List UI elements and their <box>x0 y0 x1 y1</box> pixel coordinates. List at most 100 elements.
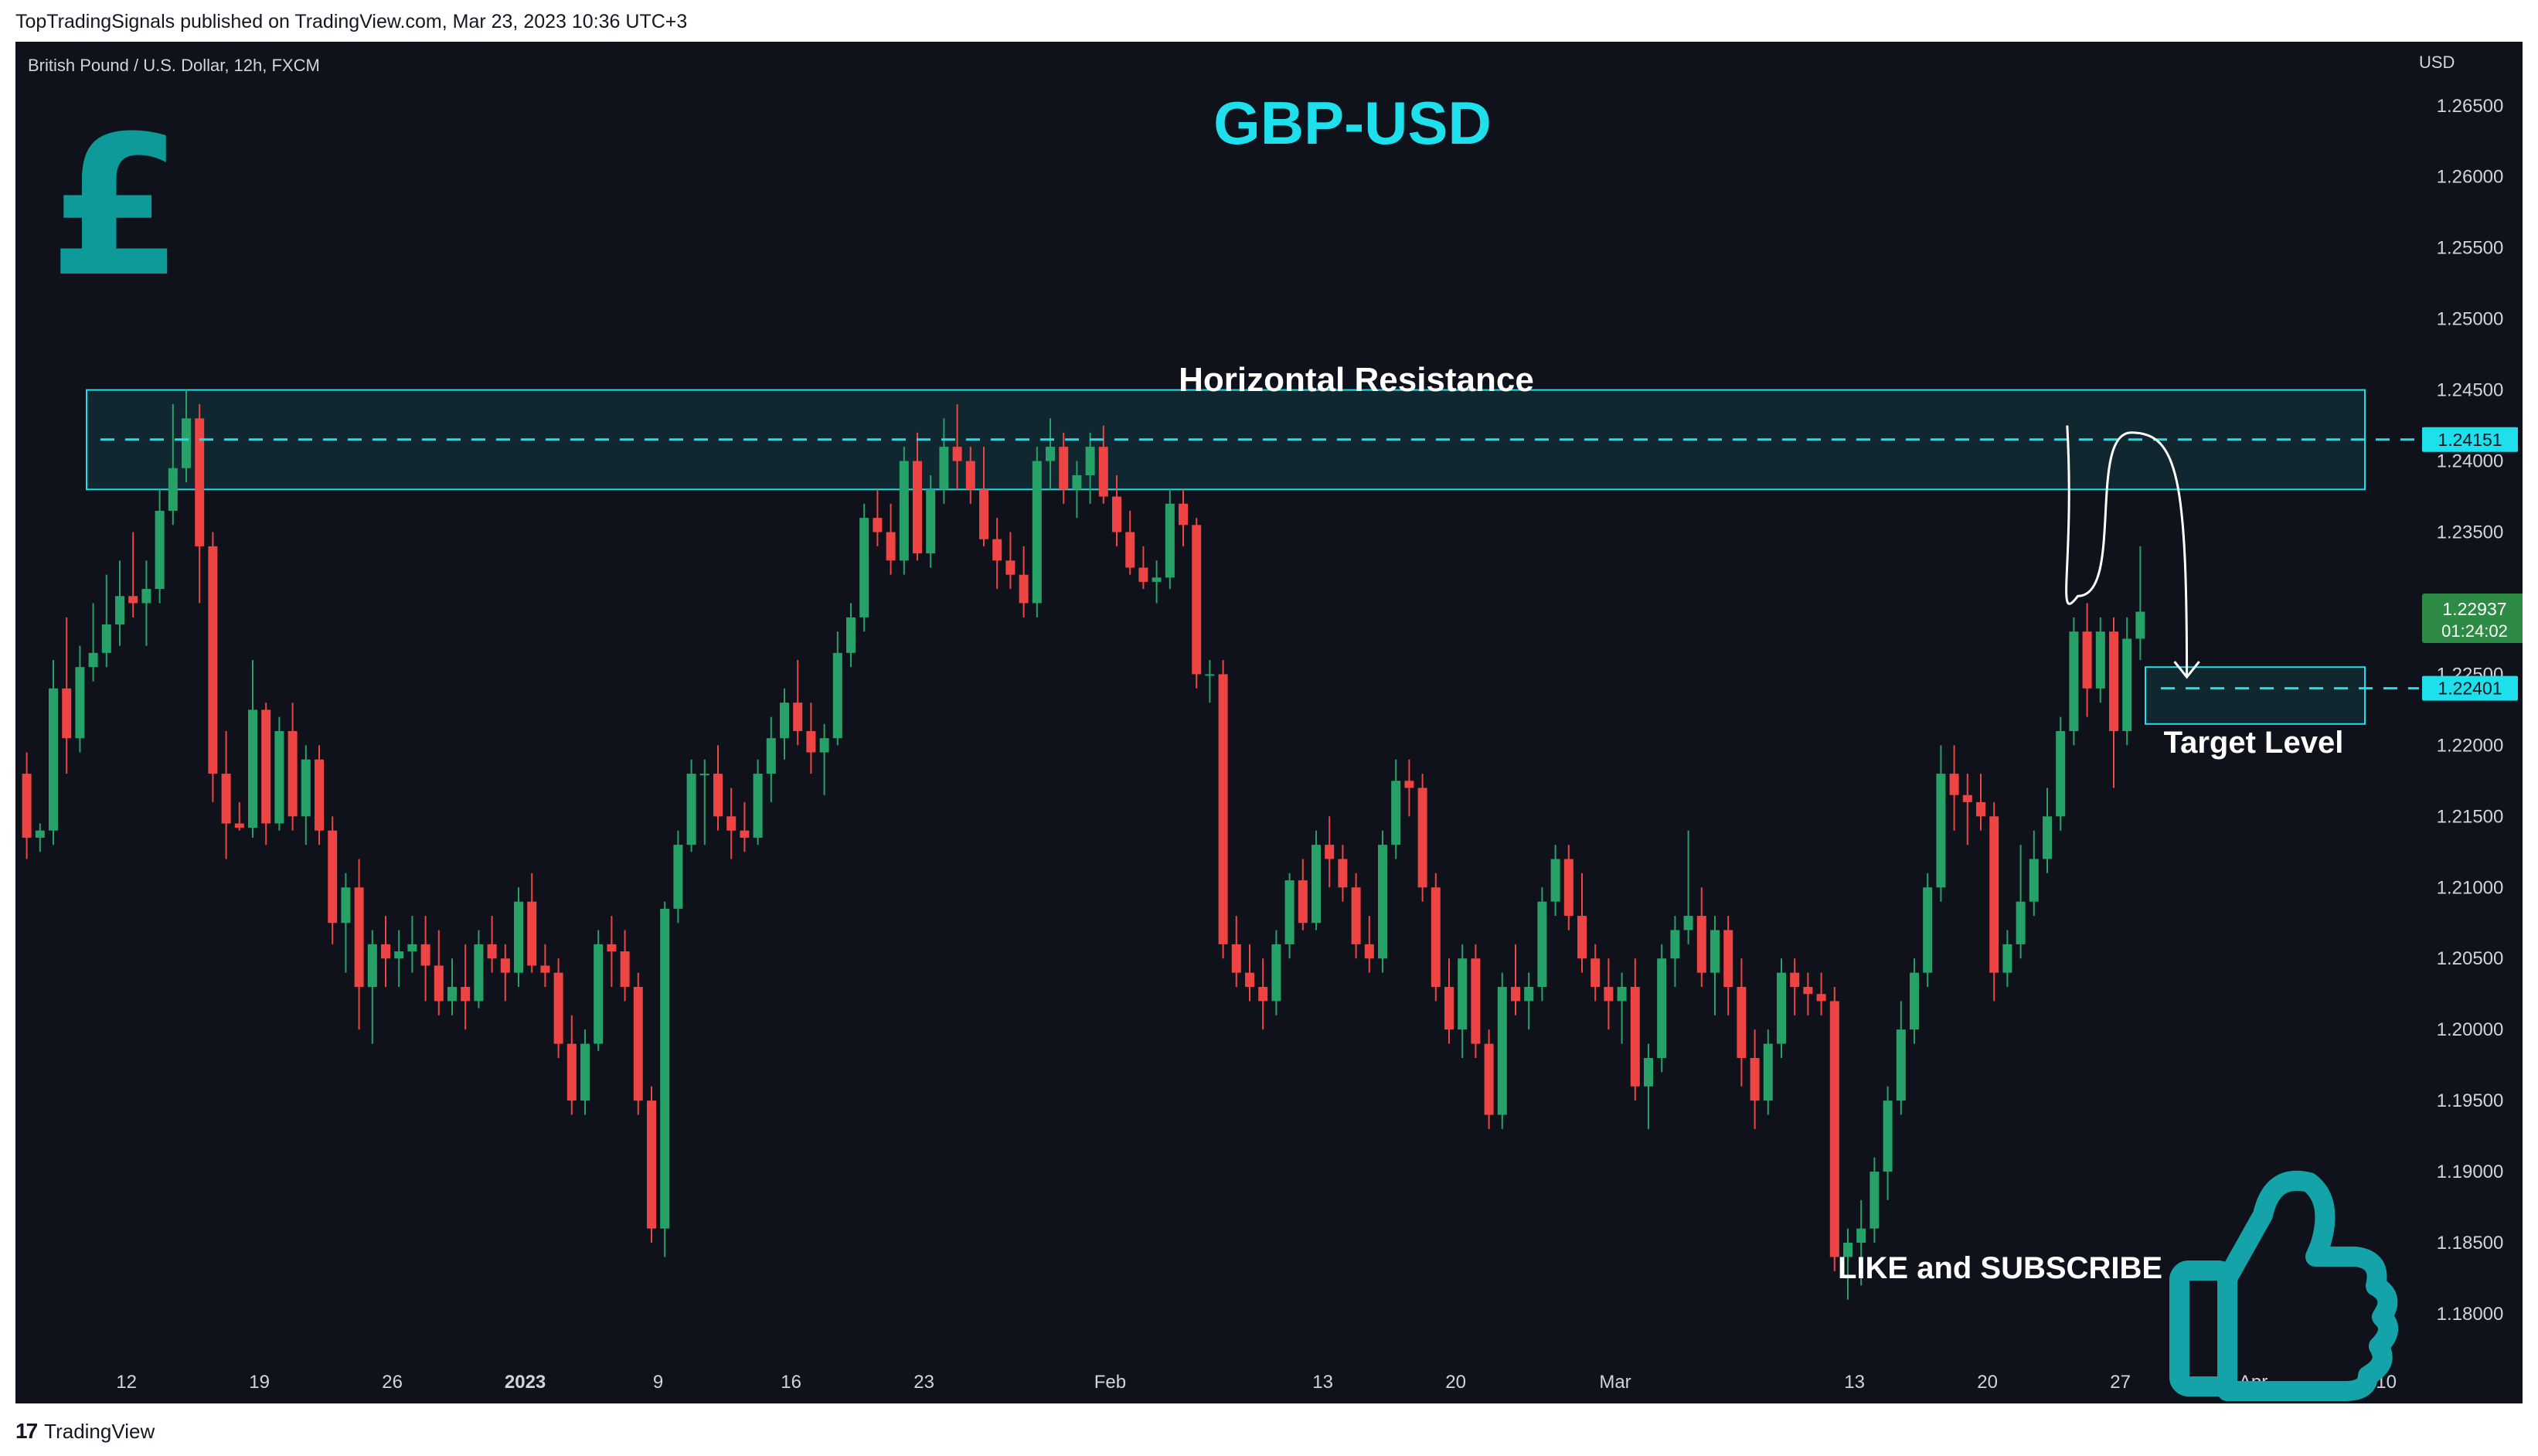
candle <box>1856 1199 1866 1286</box>
candle-body <box>926 489 936 554</box>
candle <box>1670 916 1680 988</box>
candle <box>1338 845 1348 902</box>
candle <box>899 447 909 575</box>
candle <box>566 1015 577 1115</box>
y-tick-label: 1.23500 <box>2437 522 2504 543</box>
candle <box>1657 944 1667 1073</box>
candle-body <box>832 652 842 739</box>
candle-body <box>1417 788 1427 888</box>
candle-body <box>1085 447 1095 475</box>
candle <box>686 759 696 852</box>
candle-body <box>1910 972 1919 1030</box>
candle-body <box>594 944 604 1044</box>
candle-body <box>1723 930 1733 988</box>
candle-body <box>566 1043 577 1101</box>
x-tick-label: 23 <box>913 1372 934 1393</box>
candle <box>726 788 737 859</box>
candle <box>806 702 816 774</box>
x-tick-label: 12 <box>116 1372 137 1393</box>
candle-body <box>341 887 351 924</box>
candle <box>926 475 936 568</box>
candle <box>1005 532 1016 590</box>
candle-body <box>766 738 776 774</box>
candle-body <box>128 596 138 604</box>
y-tick-label: 1.22000 <box>2437 735 2504 756</box>
candle-body <box>1179 503 1188 526</box>
thumbs-up-icon[interactable] <box>2169 1170 2398 1401</box>
candle <box>580 1029 590 1115</box>
candle <box>500 944 510 1002</box>
candle <box>1258 958 1268 1030</box>
candle <box>952 403 962 490</box>
candle-body <box>979 489 988 539</box>
candle-body <box>1683 916 1693 930</box>
candle-body <box>1816 994 1826 1002</box>
candle <box>1869 1157 1880 1243</box>
candle-body <box>500 958 510 973</box>
candle <box>1205 660 1215 703</box>
candle <box>1936 745 1946 902</box>
x-tick-label: 19 <box>249 1372 270 1393</box>
candle-body <box>2043 816 2052 859</box>
candle-body <box>713 774 723 817</box>
candle <box>1351 873 1361 959</box>
footer-brand[interactable]: 17 TradingView <box>15 1419 155 1444</box>
candle <box>195 403 205 604</box>
candle-body <box>886 532 896 561</box>
candle-body <box>88 652 98 668</box>
candle <box>1471 944 1481 1058</box>
candle-body <box>1497 987 1507 1115</box>
candle-body <box>1550 859 1560 902</box>
candle-body <box>62 688 72 739</box>
candle <box>2069 617 2079 746</box>
candle-body <box>1962 794 1972 802</box>
candlestick-chart[interactable]: 1.26500 1.26000 1.25500 1.25000 1.24500 1.240… <box>15 42 2523 1403</box>
chart-area[interactable]: 1.26500 1.26000 1.25500 1.25000 1.24500 1.240… <box>15 42 2523 1403</box>
candle-body <box>168 468 178 511</box>
candle-body <box>1046 447 1055 461</box>
candle <box>1059 432 1069 504</box>
candle <box>1046 418 1055 490</box>
candle-body <box>328 830 338 924</box>
candle-body <box>1112 496 1121 532</box>
candle-body <box>447 987 457 1002</box>
y-tick-label: 1.18500 <box>2437 1233 2504 1254</box>
candle <box>873 489 883 546</box>
last-price-value: 1.22937 <box>2442 599 2506 619</box>
x-tick-label: Mar <box>1599 1372 1631 1393</box>
candle <box>1391 759 1401 859</box>
candle-body <box>1165 503 1175 578</box>
candle <box>1072 461 1082 519</box>
candle <box>607 916 617 988</box>
candle-body <box>1245 972 1254 988</box>
candle-body <box>753 774 763 838</box>
candle-body <box>1192 525 1202 675</box>
candle <box>1923 873 1933 988</box>
candle-body <box>2135 611 2145 639</box>
candle-body <box>1258 987 1268 1002</box>
x-tick-label: 9 <box>653 1372 663 1393</box>
candle-body <box>434 965 444 1002</box>
candle <box>1604 958 1614 1030</box>
candle <box>699 759 709 845</box>
candle <box>713 745 723 831</box>
candle <box>22 752 32 859</box>
candle <box>62 617 72 774</box>
candle-body <box>141 589 151 604</box>
instrument-label: British Pound / U.S. Dollar, 12h, FXCM <box>28 56 320 75</box>
candle <box>979 447 988 546</box>
candle <box>1231 916 1241 988</box>
candle <box>354 859 364 1030</box>
candle <box>2135 546 2145 661</box>
candle-body <box>1790 972 1800 988</box>
candle-body <box>686 774 696 845</box>
y-tick-label: 1.24500 <box>2437 380 2504 401</box>
x-tick-label: 20 <box>1445 1372 1466 1393</box>
candle <box>647 1086 656 1243</box>
candle-body <box>1883 1101 1893 1172</box>
resistance-price-tag-bg <box>2422 427 2518 452</box>
candle <box>1444 958 1454 1044</box>
target-price-tag-text: 1.22401 <box>2438 679 2502 699</box>
candle <box>1271 930 1281 1015</box>
like-subscribe-text: LIKE and SUBSCRIBE <box>1838 1251 2162 1285</box>
